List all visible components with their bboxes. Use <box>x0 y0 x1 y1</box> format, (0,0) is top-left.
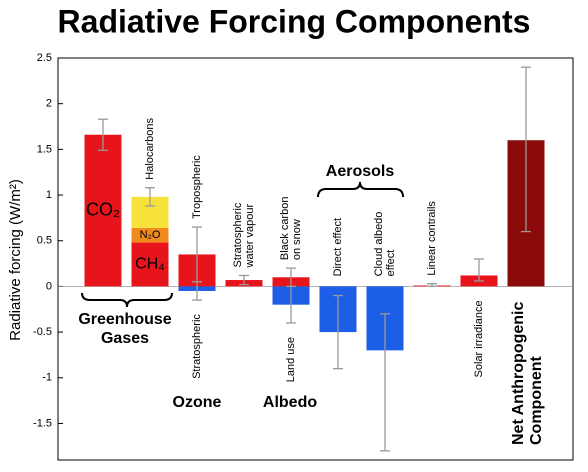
bar-label: Halocarbons <box>144 117 156 179</box>
y-tick-label: -0.5 <box>33 326 52 338</box>
y-axis-label: Radiative forcing (W/m²) <box>7 179 24 341</box>
bar-label: Land use <box>285 337 297 382</box>
bar-segment <box>131 227 169 243</box>
y-tick-label: 1 <box>46 189 52 201</box>
group-label: Albedo <box>263 394 317 411</box>
y-tick-label: -1.5 <box>33 417 52 429</box>
bar-segment <box>131 242 169 287</box>
bar-label: Cloud albedo <box>373 212 385 277</box>
group-label: Aerosols <box>326 163 395 180</box>
y-tick-label: -1 <box>42 372 52 384</box>
bar-segment <box>84 134 122 287</box>
bar-label: effect <box>385 250 397 277</box>
y-tick-label: 2.5 <box>37 52 52 64</box>
bar-label: Tropospheric <box>191 155 203 219</box>
bar-label: CO₂ <box>86 199 120 219</box>
brace <box>81 292 173 308</box>
y-tick-label: 1.5 <box>37 143 52 155</box>
group-label: Greenhouse <box>78 311 171 328</box>
bar-label: on snow <box>291 219 303 260</box>
group-label: Ozone <box>173 394 222 411</box>
brace <box>317 181 404 198</box>
bar-label: water vapour <box>244 204 256 269</box>
y-tick-label: 0.5 <box>37 235 52 247</box>
group-label: Component <box>528 355 545 445</box>
bar-label: Stratospheric <box>191 314 203 379</box>
y-tick-label: 0 <box>46 280 52 292</box>
bar-label: Black carbon <box>279 197 291 261</box>
plot-frame <box>57 57 574 461</box>
bar-label: Stratospheric <box>232 202 244 267</box>
bar-label: Direct effect <box>332 218 344 277</box>
bar-label: Solar irradiance <box>473 300 485 377</box>
chart-title: Radiative Forcing Components <box>58 3 531 39</box>
bar-label: N₂O <box>140 229 161 241</box>
y-tick-label: 2 <box>46 98 52 110</box>
group-label: Net Anthropogenic <box>510 302 527 446</box>
group-label: Gases <box>101 330 149 347</box>
bar-label: CH₄ <box>135 256 165 273</box>
bar-label: Linear contrails <box>426 201 438 276</box>
